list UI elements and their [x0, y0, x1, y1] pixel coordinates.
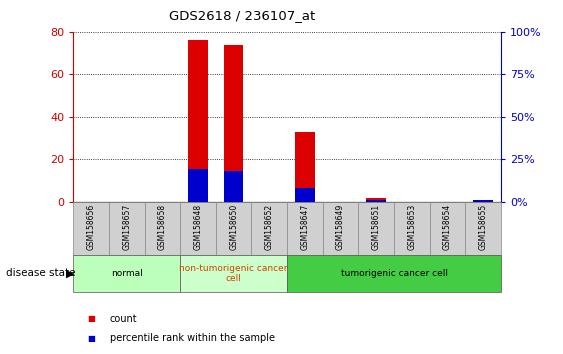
Text: GSM158654: GSM158654 — [443, 204, 452, 250]
Bar — [287, 255, 501, 292]
Bar — [367, 198, 386, 202]
Text: ▶: ▶ — [66, 268, 75, 278]
Text: GSM158652: GSM158652 — [265, 204, 274, 250]
Bar — [73, 202, 109, 255]
Bar — [367, 200, 386, 202]
Bar — [287, 202, 323, 255]
Bar — [73, 255, 180, 292]
Bar — [252, 202, 287, 255]
Text: GSM158647: GSM158647 — [301, 204, 310, 250]
Bar — [188, 170, 208, 202]
Text: GSM158653: GSM158653 — [408, 204, 417, 250]
Text: GSM158657: GSM158657 — [122, 204, 131, 250]
Text: ■: ■ — [87, 314, 95, 323]
Text: non-tumorigenic cancer
cell: non-tumorigenic cancer cell — [180, 264, 288, 283]
Bar — [109, 202, 145, 255]
Bar — [180, 202, 216, 255]
Bar — [145, 202, 180, 255]
Text: percentile rank within the sample: percentile rank within the sample — [110, 333, 275, 343]
Text: GSM158651: GSM158651 — [372, 204, 381, 250]
Text: GDS2618 / 236107_at: GDS2618 / 236107_at — [169, 9, 315, 22]
Text: GSM158648: GSM158648 — [194, 204, 203, 250]
Text: normal: normal — [111, 269, 142, 278]
Text: count: count — [110, 314, 137, 324]
Text: GSM158649: GSM158649 — [336, 204, 345, 250]
Bar — [216, 202, 252, 255]
Bar — [188, 40, 208, 202]
Bar — [430, 202, 466, 255]
Text: GSM158656: GSM158656 — [87, 204, 96, 250]
Bar — [394, 202, 430, 255]
Bar — [466, 202, 501, 255]
Text: GSM158655: GSM158655 — [479, 204, 488, 250]
Text: tumorigenic cancer cell: tumorigenic cancer cell — [341, 269, 448, 278]
Bar — [180, 255, 287, 292]
Bar — [224, 45, 243, 202]
Bar — [473, 200, 493, 202]
Bar — [295, 132, 315, 202]
Bar — [224, 171, 243, 202]
Bar — [359, 202, 394, 255]
Text: GSM158650: GSM158650 — [229, 204, 238, 250]
Bar — [323, 202, 359, 255]
Bar — [295, 188, 315, 202]
Text: GSM158658: GSM158658 — [158, 204, 167, 250]
Text: disease state: disease state — [6, 268, 75, 278]
Text: ■: ■ — [87, 333, 95, 343]
